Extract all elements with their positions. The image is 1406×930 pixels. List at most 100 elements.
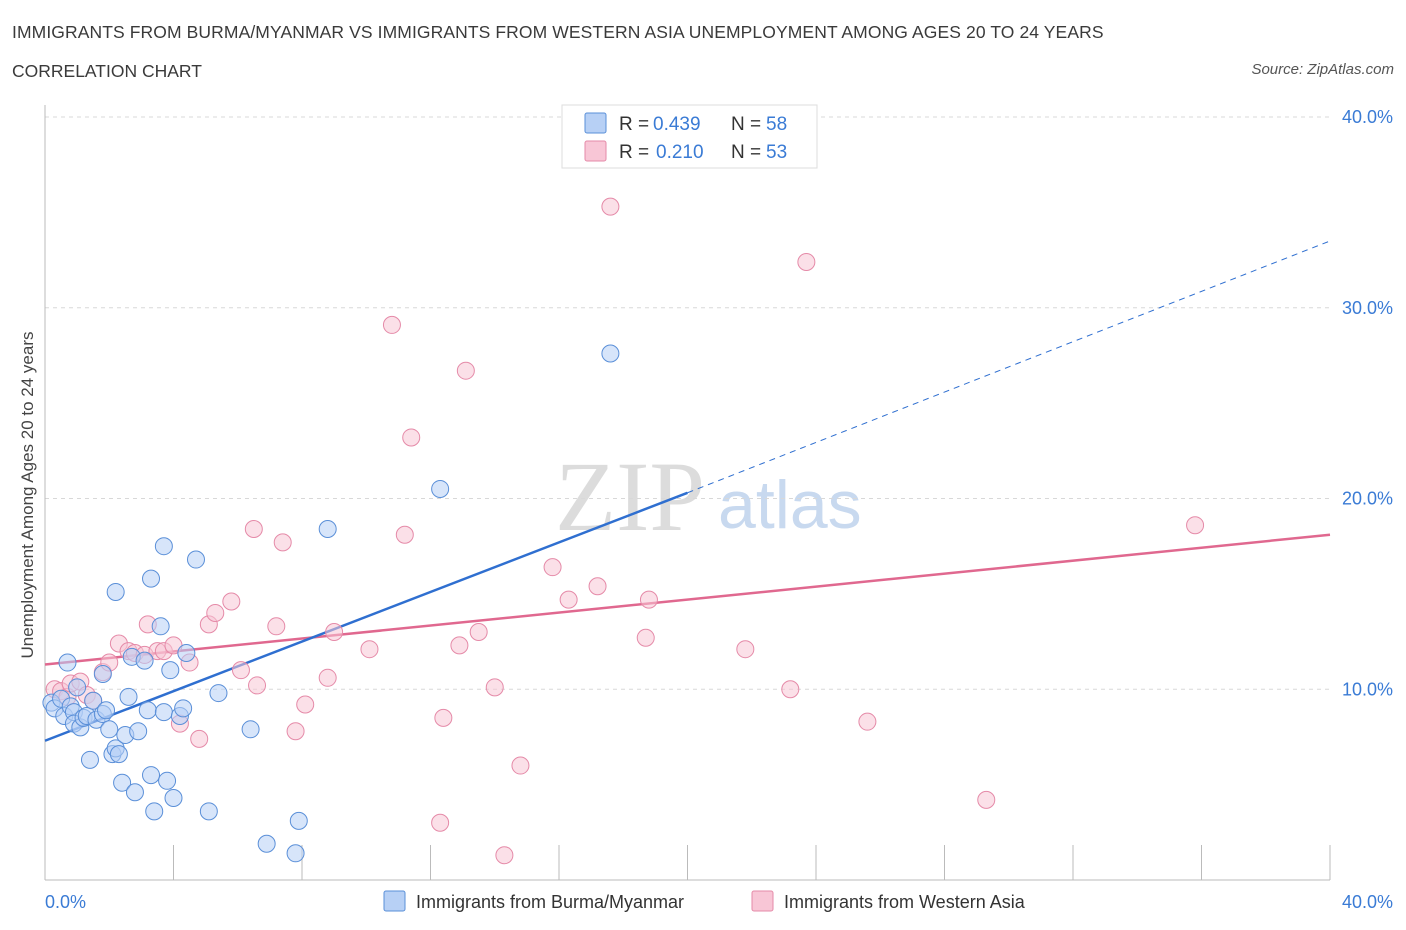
point-western-asia-39: [456, 361, 475, 380]
point-burma-17: [97, 701, 116, 720]
point-western-asia-54: [977, 790, 996, 809]
legend-top-n-label-burma: N =: [731, 114, 761, 135]
legend-top-swatch-western-asia: [584, 140, 607, 162]
point-burma-47: [257, 834, 276, 853]
legend-top-swatch-burma: [584, 112, 607, 134]
chart-subtitle: CORRELATION CHART: [12, 61, 202, 81]
y-tick-label-20: 20.0%: [1342, 489, 1393, 509]
point-burma-50: [318, 520, 337, 539]
point-western-asia-45: [559, 590, 578, 609]
trendline-western-asia: [44, 533, 1331, 666]
chart-title: IMMIGRANTS FROM BURMA/MYANMAR VS IMMIGRA…: [12, 22, 1104, 42]
legend-bottom-swatch-western-asia: [751, 890, 774, 912]
trendline-burma-solid: [44, 491, 688, 742]
watermark-atlas: atlas: [718, 467, 862, 543]
point-western-asia-43: [511, 756, 530, 775]
point-burma-28: [129, 722, 148, 741]
point-burma-42: [177, 644, 196, 663]
point-western-asia-23: [231, 661, 250, 680]
point-western-asia-55: [1186, 516, 1205, 535]
legend-bottom: Immigrants from Burma/Myanmar Immigrants…: [383, 890, 1026, 912]
point-burma-41: [174, 699, 193, 718]
points-burma: [42, 344, 620, 863]
point-western-asia-53: [858, 712, 877, 731]
y-tick-label-10: 10.0%: [1342, 679, 1393, 699]
watermark: ZIP atlas: [555, 441, 862, 552]
point-western-asia-41: [485, 678, 504, 697]
point-western-asia-38: [450, 636, 469, 655]
point-western-asia-40: [469, 623, 488, 642]
y-tick-label-30: 30.0%: [1342, 298, 1393, 318]
point-western-asia-36: [431, 813, 450, 832]
legend-bottom-label-burma: Immigrants from Burma/Myanmar: [416, 892, 684, 912]
point-western-asia-42: [495, 846, 514, 865]
point-burma-34: [151, 617, 170, 636]
legend-top-n-label-western-asia: N =: [731, 142, 761, 163]
point-western-asia-51: [781, 680, 800, 699]
point-burma-29: [135, 651, 154, 670]
point-western-asia-24: [248, 676, 267, 695]
point-burma-48: [286, 844, 305, 863]
point-burma-25: [119, 687, 138, 706]
point-burma-51: [431, 479, 450, 498]
legend-top-n-value-western-asia: 53: [766, 142, 787, 163]
point-western-asia-19: [190, 729, 209, 748]
point-western-asia-29: [296, 695, 315, 714]
point-burma-18: [100, 720, 119, 739]
point-burma-35: [154, 703, 173, 722]
point-burma-39: [164, 788, 183, 807]
point-burma-32: [142, 569, 161, 588]
point-burma-49: [289, 811, 308, 830]
source-credit: Source: ZipAtlas.com: [1251, 61, 1394, 78]
tick-labels: 10.0% 20.0% 30.0% 40.0% 0.0% 40.0%: [45, 107, 1393, 912]
legend-top-r-value-burma: 0.439: [653, 114, 701, 135]
point-burma-33: [145, 802, 164, 821]
point-western-asia-32: [360, 640, 379, 659]
point-western-asia-30: [318, 668, 337, 687]
trendline-burma-dashed: [687, 240, 1331, 494]
legend-top-r-value-western-asia: 0.210: [656, 142, 704, 163]
trendline-western-asia-solid: [44, 533, 1331, 666]
point-western-asia-21: [206, 603, 225, 622]
point-burma-12: [80, 750, 99, 769]
point-burma-21: [109, 745, 128, 764]
point-western-asia-31: [325, 623, 344, 642]
point-burma-31: [142, 766, 161, 785]
x-tick-label-max: 40.0%: [1342, 892, 1393, 912]
point-burma-37: [158, 771, 177, 790]
point-western-asia-47: [601, 197, 620, 216]
point-burma-15: [93, 664, 112, 683]
point-burma-45: [209, 684, 228, 703]
legend-top-r-label-western-asia: R =: [619, 142, 649, 163]
point-western-asia-46: [588, 577, 607, 596]
legend-bottom-swatch-burma: [383, 890, 406, 912]
point-burma-46: [241, 720, 260, 739]
point-burma-43: [186, 550, 205, 569]
point-western-asia-50: [736, 640, 755, 659]
point-western-asia-37: [434, 708, 453, 727]
point-burma-38: [161, 661, 180, 680]
point-western-asia-22: [222, 592, 241, 611]
point-western-asia-44: [543, 558, 562, 577]
point-burma-52: [601, 344, 620, 363]
point-burma-13: [84, 691, 103, 710]
points-western-asia: [45, 197, 1205, 865]
point-burma-36: [154, 537, 173, 556]
point-western-asia-52: [797, 252, 816, 271]
legend-bottom-label-western-asia: Immigrants from Western Asia: [784, 892, 1026, 912]
point-burma-23: [113, 773, 132, 792]
point-burma-4: [58, 653, 77, 672]
point-burma-22: [106, 582, 125, 601]
legend-top: R = 0.439 N = 58 R = 0.210 N = 53: [561, 104, 818, 169]
point-western-asia-28: [286, 722, 305, 741]
point-western-asia-34: [395, 525, 414, 544]
y-tick-label-40: 40.0%: [1342, 107, 1393, 127]
point-burma-30: [138, 701, 157, 720]
point-western-asia-26: [267, 617, 286, 636]
point-burma-8: [68, 678, 87, 697]
point-burma-27: [125, 783, 144, 802]
x-tick-label-min: 0.0%: [45, 892, 86, 912]
legend-top-n-value-burma: 58: [766, 114, 787, 135]
point-western-asia-35: [402, 428, 421, 447]
